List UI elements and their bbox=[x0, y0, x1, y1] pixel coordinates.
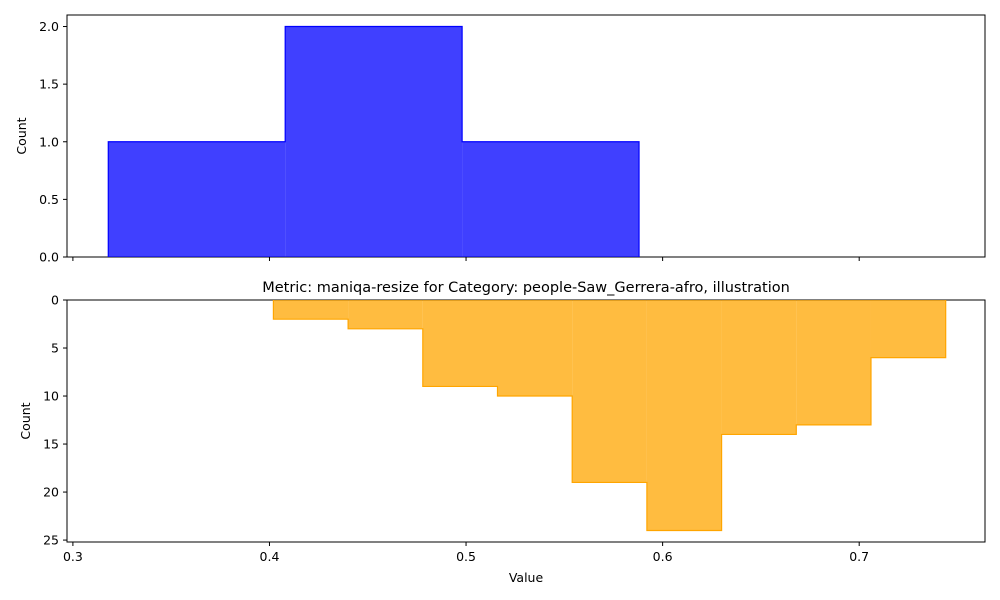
histogram-bar bbox=[462, 141, 640, 257]
x-tick-label: 0.7 bbox=[849, 549, 869, 564]
x-tick-label: 0.5 bbox=[456, 549, 476, 564]
histogram-outline bbox=[272, 300, 947, 532]
y-tick-label: 2.0 bbox=[39, 19, 59, 34]
histogram-bar bbox=[422, 300, 498, 387]
y-tick-label: 1.0 bbox=[39, 134, 59, 149]
bottom-x-ticks: 0.3 0.4 0.5 0.6 0.7 bbox=[63, 542, 869, 564]
x-tick-label: 0.4 bbox=[260, 549, 280, 564]
y-tick-label: 10 bbox=[43, 389, 59, 404]
top-histogram-panel: 0.0 0.5 1.0 1.5 2.0 Count bbox=[14, 14, 986, 265]
histogram-bar bbox=[285, 26, 463, 258]
histogram-bar bbox=[721, 300, 797, 435]
x-tick-label: 0.3 bbox=[63, 549, 83, 564]
top-x-ticks bbox=[72, 257, 860, 261]
top-y-axis-label: Count bbox=[14, 117, 29, 154]
histogram-bar bbox=[348, 300, 423, 329]
y-tick-label: 25 bbox=[43, 533, 59, 548]
y-tick-label: 5 bbox=[51, 341, 59, 356]
bottom-y-ticks: 0 5 10 15 20 25 bbox=[43, 293, 67, 548]
y-tick-label: 0.5 bbox=[39, 192, 59, 207]
y-tick-label: 20 bbox=[43, 485, 59, 500]
histogram-bar bbox=[497, 300, 573, 397]
histogram-bar bbox=[572, 300, 647, 483]
x-tick-label: 0.6 bbox=[653, 549, 673, 564]
top-y-ticks: 0.0 0.5 1.0 1.5 2.0 bbox=[39, 19, 67, 265]
y-tick-label: 0.0 bbox=[39, 250, 59, 265]
bottom-x-axis-label: Value bbox=[509, 570, 544, 585]
histogram-outline bbox=[107, 25, 640, 257]
bottom-histogram-bars bbox=[272, 300, 947, 532]
histogram-bar bbox=[796, 300, 871, 425]
histogram-bar bbox=[870, 300, 946, 358]
histogram-bar bbox=[273, 300, 349, 320]
top-histogram-bars bbox=[107, 25, 640, 258]
bottom-histogram-panel: Metric: maniqa-resize for Category: peop… bbox=[18, 280, 986, 585]
y-tick-label: 1.5 bbox=[39, 77, 59, 92]
y-tick-label: 0 bbox=[51, 293, 59, 308]
bottom-y-axis-label: Count bbox=[18, 402, 33, 439]
bottom-chart-title: Metric: maniqa-resize for Category: peop… bbox=[262, 280, 790, 296]
histogram-bar bbox=[646, 300, 722, 531]
histogram-bar bbox=[108, 141, 286, 257]
y-tick-label: 15 bbox=[43, 437, 59, 452]
